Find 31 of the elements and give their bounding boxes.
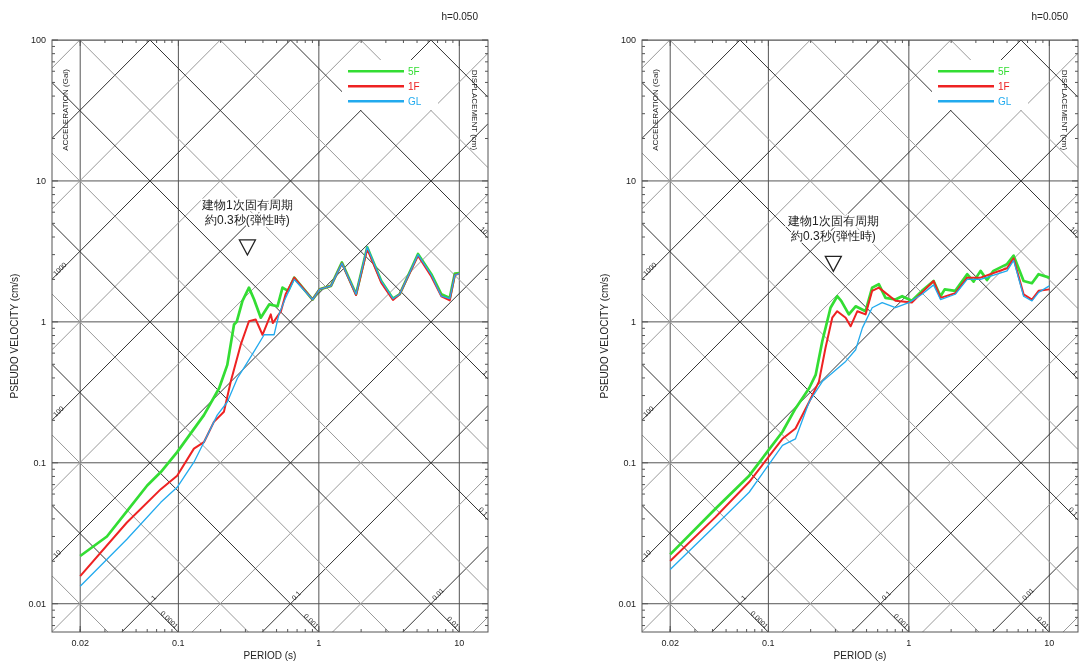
- x-tick-label: 10: [454, 638, 465, 648]
- x-tick-label: 0.02: [661, 638, 679, 648]
- x-tick-label: 10: [1044, 638, 1055, 648]
- annotation: 建物1次固有周期約0.3秒(弾性時): [201, 197, 293, 227]
- y-tick-label: 100: [30, 35, 46, 45]
- y-tick-label: 10: [625, 175, 636, 186]
- y-tick-label: 0.1: [33, 457, 46, 468]
- chart-title: h=0.050: [1031, 11, 1069, 22]
- y-axis-title: PSEUDO VELOCITY (cm/s): [9, 273, 20, 399]
- legend: 5F 1F GL: [932, 60, 1028, 110]
- y-axis-title: PSEUDO VELOCITY (cm/s): [599, 273, 610, 399]
- y3-axis-title: DISPLACEMENT (cm): [1060, 69, 1069, 151]
- chart-title: h=0.050: [441, 11, 479, 22]
- x-axis-title: PERIOD (s): [833, 650, 887, 661]
- x-tick-label: 0.1: [172, 638, 185, 648]
- y-tick-label: 1: [40, 316, 46, 327]
- x-tick-label: 1: [316, 638, 322, 648]
- y-tick-label: 1: [630, 316, 636, 327]
- y-tick-label: 10: [35, 175, 46, 186]
- y-tick-label: 0.01: [28, 598, 46, 609]
- y3-axis-title: DISPLACEMENT (cm): [470, 69, 479, 151]
- x-tick-label: 0.02: [71, 638, 89, 648]
- x-tick-label: 0.1: [762, 638, 775, 648]
- legend: 5F 1F GL: [342, 60, 438, 110]
- y2-axis-title: ACCELERATION (Gal): [651, 68, 660, 151]
- x-axis-title: PERIOD (s): [243, 650, 297, 661]
- y-tick-label: 100: [620, 35, 636, 45]
- y-tick-label: 0.1: [623, 457, 636, 468]
- y2-axis-title: ACCELERATION (Gal): [61, 68, 70, 151]
- y-tick-label: 0.01: [618, 598, 636, 609]
- x-tick-label: 1: [906, 638, 912, 648]
